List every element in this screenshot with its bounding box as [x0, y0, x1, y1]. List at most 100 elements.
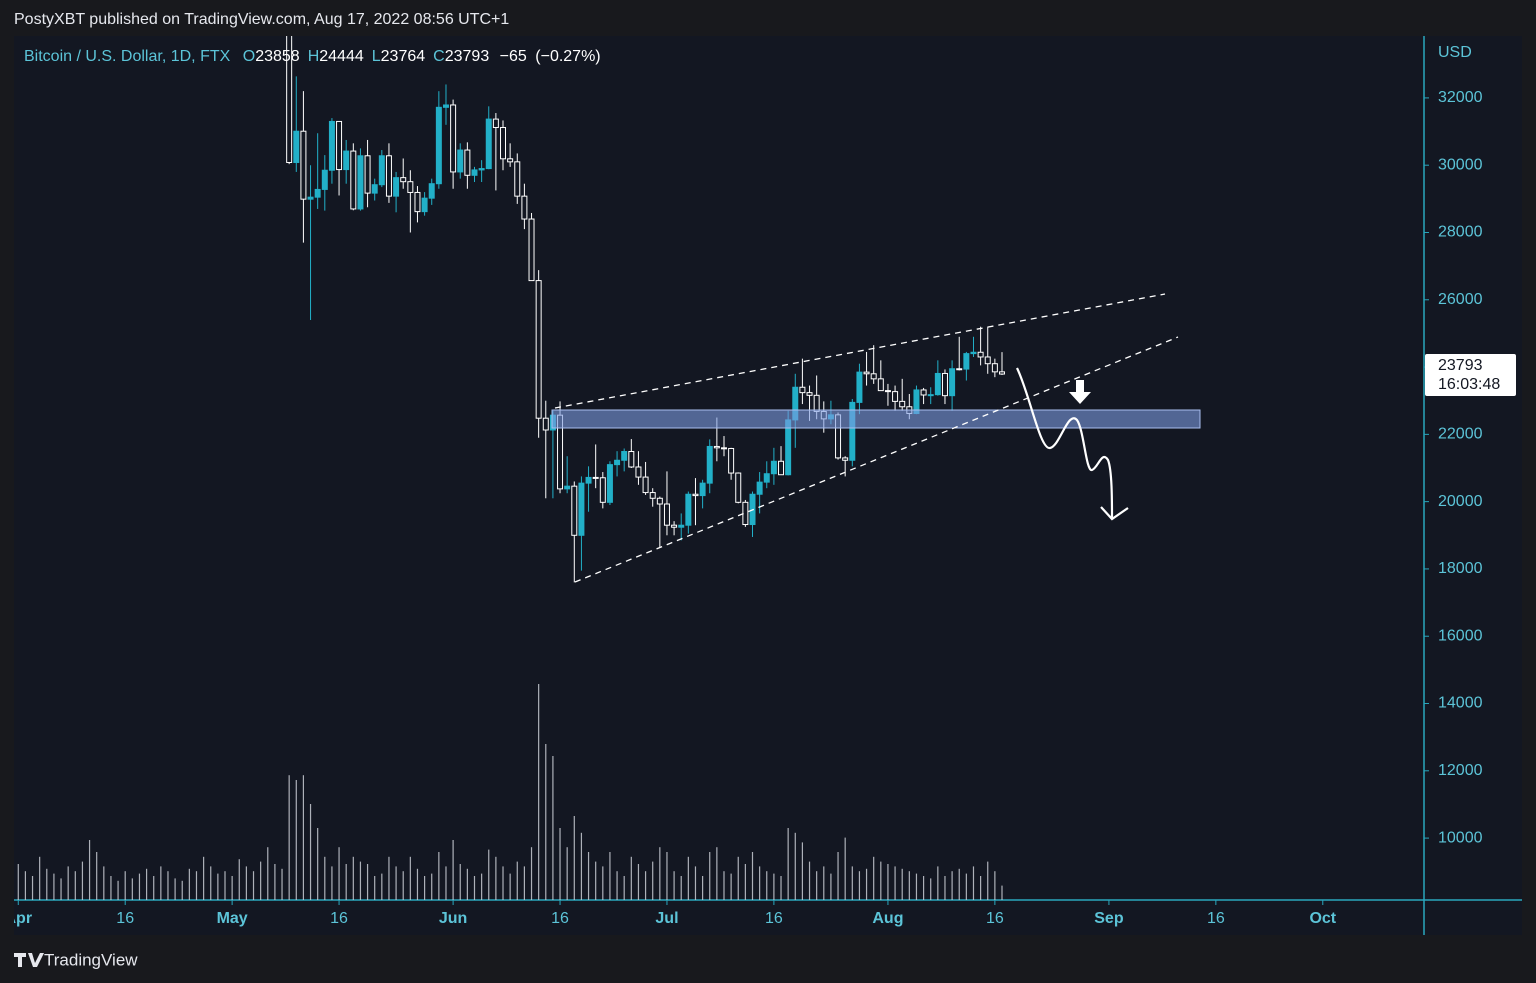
x-tick-label: Aug — [872, 910, 903, 927]
candle-body — [528, 218, 535, 282]
candle-body — [328, 120, 335, 171]
price-axis: 1000012000140001600018000200002200024000… — [1424, 89, 1483, 846]
candle-body — [492, 118, 499, 129]
candle-body — [343, 150, 350, 171]
x-tick-label: 16 — [551, 910, 569, 927]
candle-body — [635, 466, 642, 478]
y-tick-label: 16000 — [1438, 627, 1483, 644]
candle-body — [357, 155, 364, 210]
currency-label: USD — [1438, 44, 1472, 61]
candle-body — [385, 155, 392, 197]
candle-body — [856, 371, 863, 403]
candle-body — [984, 356, 991, 365]
candle-body — [713, 445, 720, 449]
candle-body — [649, 492, 656, 499]
candle-body — [678, 524, 685, 528]
wedge-lower — [574, 336, 1179, 583]
projection-arrowhead — [1100, 506, 1129, 521]
candle-body — [407, 181, 414, 193]
candle-body — [507, 158, 514, 163]
ohlc-key: L — [372, 48, 381, 65]
legend: Bitcoin / U.S. Dollar, 1D, FTX O23858 H24… — [24, 48, 601, 65]
x-tick-label: May — [217, 910, 248, 927]
candle-body — [442, 104, 449, 108]
candle-body — [899, 400, 906, 408]
candle-body — [663, 503, 670, 526]
x-tick-label: Apr — [4, 910, 32, 927]
candle-body — [500, 127, 507, 160]
x-tick-label: 16 — [986, 910, 1004, 927]
candle-body — [799, 386, 806, 394]
y-tick-label: 12000 — [1438, 762, 1483, 779]
candle-body — [621, 451, 628, 461]
candle-body — [393, 177, 400, 197]
candle-body — [599, 477, 606, 503]
ohlc-key: C — [433, 48, 445, 65]
y-tick-label: 20000 — [1438, 493, 1483, 510]
candle-body — [870, 373, 877, 380]
ohlc-value: 23858 — [255, 48, 300, 65]
candle-body — [521, 195, 528, 220]
x-tick-label: Jul — [655, 910, 678, 927]
candle-body — [457, 149, 464, 173]
x-tick-label: Jun — [439, 910, 467, 927]
candle-body — [970, 351, 977, 355]
candle-body — [941, 372, 948, 397]
last-price: 23793 — [1438, 357, 1483, 374]
y-tick-label: 18000 — [1438, 560, 1483, 577]
candle-body — [478, 168, 485, 171]
candle-body — [585, 476, 592, 484]
x-tick-label: 16 — [1207, 910, 1225, 927]
candle-body — [685, 493, 692, 526]
chart-panel — [14, 36, 1522, 935]
y-tick-label: 26000 — [1438, 291, 1483, 308]
candle-body — [877, 378, 884, 392]
candle-body — [564, 485, 571, 490]
wedge-upper — [554, 293, 1166, 409]
ohlc-value: 23764 — [381, 48, 426, 65]
candle-body — [849, 401, 856, 461]
x-tick-label: Sep — [1094, 910, 1124, 927]
x-tick-label: 16 — [330, 910, 348, 927]
candle-body — [671, 524, 678, 528]
candle-body — [692, 493, 699, 497]
symbol: Bitcoin / U.S. Dollar, 1D, FTX — [24, 48, 231, 65]
footer-text: TradingView — [44, 950, 138, 969]
candle-body — [892, 391, 899, 402]
candle-body — [614, 459, 621, 466]
y-tick-label: 10000 — [1438, 829, 1483, 846]
candle-body — [863, 371, 870, 375]
candle-body — [756, 481, 763, 495]
candle-body — [920, 389, 927, 396]
candle-body — [578, 482, 585, 536]
change-percent: (−0.27%) — [535, 48, 600, 65]
candle-body — [336, 120, 343, 171]
candle-body — [720, 447, 727, 450]
candle-body — [286, 36, 293, 164]
candle-body — [778, 460, 785, 476]
time-axis: Apr 16 May 16 Jun 16 Jul 16 Aug 16 Sep 16 Oct — [4, 900, 1337, 927]
candle-body — [485, 118, 492, 170]
candle-body — [706, 445, 713, 484]
candle-body — [999, 371, 1005, 375]
candle-body — [464, 149, 471, 176]
support-zone — [551, 409, 1201, 429]
x-tick-label: 16 — [116, 910, 134, 927]
candle-body — [949, 368, 956, 397]
candle-body — [321, 169, 328, 190]
candle-body — [435, 106, 442, 185]
y-tick-label: 30000 — [1438, 156, 1483, 173]
candle-body — [364, 155, 371, 194]
y-tick-label: 28000 — [1438, 224, 1483, 241]
last-price-box: 23793 16:03:48 — [1425, 354, 1516, 397]
candle-body — [813, 394, 820, 412]
annotations — [551, 293, 1201, 583]
candle-body — [293, 130, 300, 164]
candle-body — [642, 476, 649, 494]
candle-body — [735, 472, 742, 503]
y-tick-label: 14000 — [1438, 695, 1483, 712]
candle-body — [592, 476, 599, 479]
candle-body — [977, 351, 984, 358]
ohlc-key: H — [308, 48, 320, 65]
